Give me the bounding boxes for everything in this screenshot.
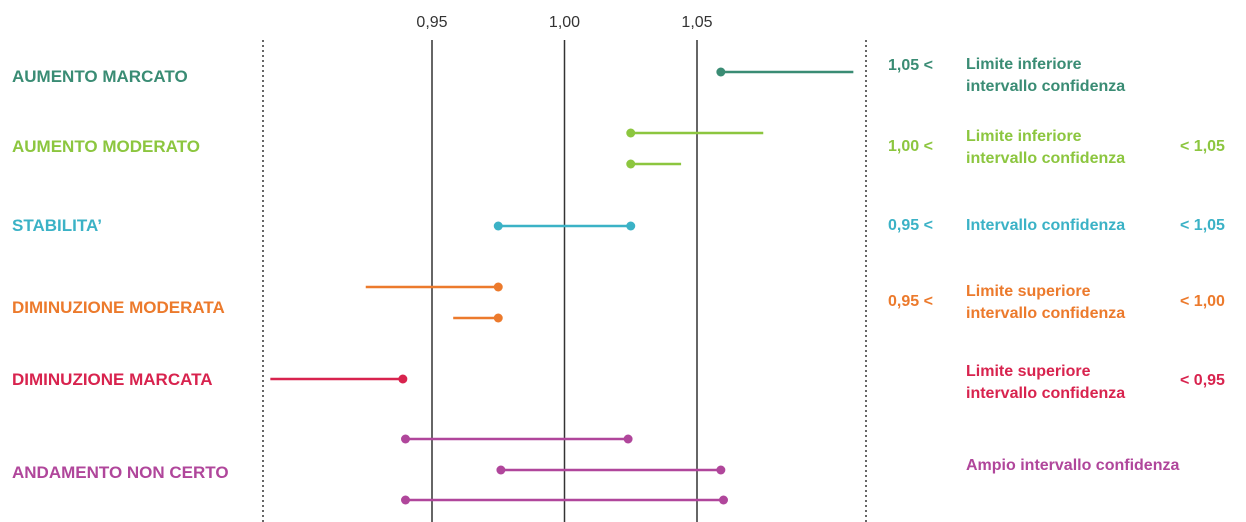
interval-dot-hi-6 bbox=[398, 374, 408, 384]
interval-dot-hi-3 bbox=[626, 221, 636, 231]
upper-bound-diminuzione_marcata: < 0,95 bbox=[1180, 372, 1225, 389]
interval-dot-lo-2 bbox=[626, 159, 636, 169]
lower-bound-diminuzione_moderata: 0,95 < bbox=[888, 293, 933, 310]
category-label-diminuzione_moderata: DIMINUZIONE MODERATA bbox=[12, 298, 225, 317]
interval-dot-lo-9 bbox=[401, 495, 410, 505]
interval-dot-hi-7 bbox=[623, 434, 633, 444]
interval-dot-hi-8 bbox=[716, 465, 726, 475]
interval-dot-hi-5 bbox=[493, 313, 503, 323]
criterion-line1-diminuzione_marcata: Limite superiore bbox=[966, 363, 1091, 380]
tick-label-0: 0,95 bbox=[416, 14, 448, 31]
interval-dot-hi-4 bbox=[493, 282, 503, 292]
upper-bound-stabilita: < 1,05 bbox=[1180, 217, 1225, 234]
criterion-stabilita: Intervallo confidenza bbox=[966, 217, 1126, 234]
criterion-line1-aumento_moderato: Limite inferiore bbox=[966, 128, 1082, 145]
interval-dot-lo-3 bbox=[493, 221, 503, 231]
tick-label-2: 1,05 bbox=[681, 14, 713, 31]
category-label-andamento_non_certo: ANDAMENTO NON CERTO bbox=[12, 463, 229, 482]
upper-bound-diminuzione_moderata: < 1,00 bbox=[1180, 293, 1225, 310]
tick-label-1: 1,00 bbox=[548, 14, 581, 31]
category-label-diminuzione_marcata: DIMINUZIONE MARCATA bbox=[12, 370, 213, 389]
criterion-line1-diminuzione_moderata: Limite superiore bbox=[966, 283, 1091, 300]
criterion-line2-diminuzione_moderata: intervallo confidenza bbox=[966, 305, 1126, 322]
criterion-line1-aumento_marcato: Limite inferiore bbox=[966, 56, 1082, 73]
interval-dot-hi-9 bbox=[719, 495, 728, 505]
interval-dot-lo-1 bbox=[626, 128, 636, 138]
criterion-line2-aumento_moderato: intervallo confidenza bbox=[966, 150, 1126, 167]
criterion-line2-diminuzione_marcata: intervallo confidenza bbox=[966, 385, 1126, 402]
lower-bound-stabilita: 0,95 < bbox=[888, 217, 933, 234]
category-label-aumento_marcato: AUMENTO MARCATO bbox=[12, 67, 188, 86]
criterion-andamento_non_certo: Ampio intervallo confidenza bbox=[966, 457, 1180, 474]
interval-dot-lo-0 bbox=[716, 67, 726, 77]
lower-bound-aumento_moderato: 1,00 < bbox=[888, 138, 933, 155]
criterion-line2-aumento_marcato: intervallo confidenza bbox=[966, 78, 1126, 95]
interval-dot-lo-7 bbox=[401, 434, 410, 444]
upper-bound-aumento_moderato: < 1,05 bbox=[1180, 138, 1225, 155]
interval-dot-lo-8 bbox=[496, 465, 506, 475]
category-label-aumento_moderato: AUMENTO MODERATO bbox=[12, 137, 200, 156]
lower-bound-aumento_marcato: 1,05 < bbox=[888, 57, 933, 74]
category-label-stabilita: STABILITA’ bbox=[12, 216, 103, 235]
